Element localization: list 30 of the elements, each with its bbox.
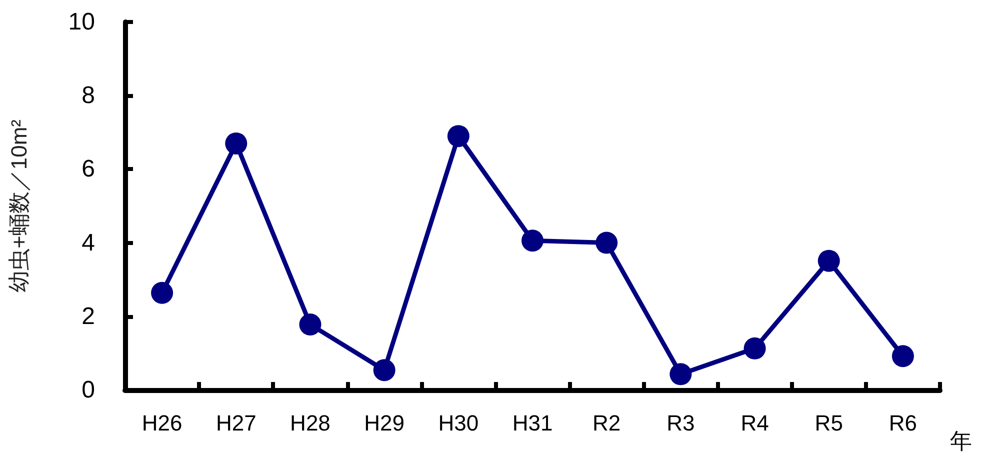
x-tick-label: R4 <box>740 410 769 436</box>
x-tick-label: R3 <box>666 410 695 436</box>
y-tick-label: 2 <box>82 302 95 330</box>
point <box>299 314 322 336</box>
point <box>151 282 174 304</box>
x-tick-label: R5 <box>814 410 843 436</box>
point <box>670 363 692 386</box>
y-tick-label: 8 <box>82 82 95 110</box>
x-tick-label: R2 <box>592 410 621 436</box>
x-tick-label: R6 <box>888 410 918 436</box>
x-tick-label: H31 <box>512 410 553 436</box>
point <box>596 232 618 254</box>
x-tick-label: H28 <box>290 410 330 436</box>
y-tick-label: 4 <box>82 229 95 256</box>
point <box>373 359 396 382</box>
y-axis-title: 幼虫+蛹数／10m² <box>6 120 32 292</box>
x-tick-label: H30 <box>438 410 479 436</box>
x-tick-label: H26 <box>142 410 182 436</box>
x-axis-title: 年 <box>950 428 972 454</box>
y-tick-label: 0 <box>82 376 95 404</box>
point <box>225 132 248 154</box>
point <box>447 125 470 148</box>
x-tick-label: H27 <box>216 410 256 436</box>
y-tick-label: 10 <box>68 8 95 36</box>
point <box>892 345 914 368</box>
point <box>818 250 840 272</box>
y-tick-label: 6 <box>82 156 95 183</box>
point <box>522 230 544 252</box>
point <box>744 337 766 360</box>
x-tick-label: H29 <box>364 410 404 436</box>
